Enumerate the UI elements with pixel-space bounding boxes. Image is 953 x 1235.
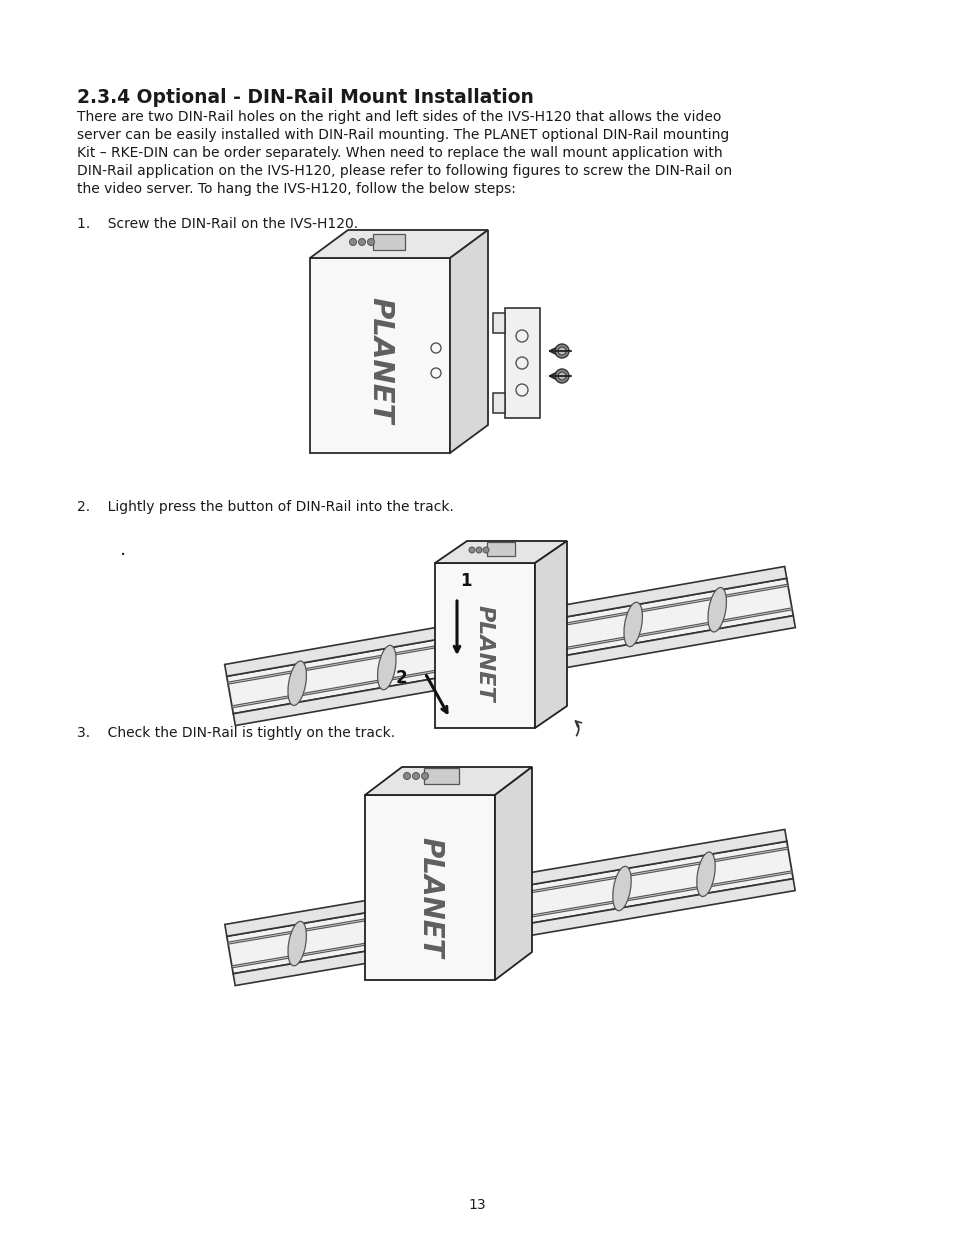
Text: DIN-Rail application on the IVS-H120, please refer to following figures to screw: DIN-Rail application on the IVS-H120, pl… [77,164,731,178]
Polygon shape [435,563,535,727]
Polygon shape [365,795,495,981]
Polygon shape [227,841,792,973]
Polygon shape [493,312,504,333]
Ellipse shape [288,921,306,966]
Circle shape [421,773,428,779]
Text: PLANET: PLANET [475,605,495,701]
Ellipse shape [707,588,725,632]
Ellipse shape [377,646,395,690]
Ellipse shape [372,908,390,952]
Circle shape [476,547,481,553]
Circle shape [367,238,375,246]
Polygon shape [233,879,795,986]
Polygon shape [224,567,786,677]
Circle shape [558,372,565,380]
Circle shape [482,547,489,553]
Text: Kit – RKE-DIN can be order separately. When need to replace the wall mount appli: Kit – RKE-DIN can be order separately. W… [77,146,721,161]
Text: 2.3.4 Optional - DIN-Rail Mount Installation: 2.3.4 Optional - DIN-Rail Mount Installa… [77,88,534,107]
Text: 1.    Screw the DIN-Rail on the IVS-H120.: 1. Screw the DIN-Rail on the IVS-H120. [77,217,357,231]
Circle shape [403,773,410,779]
Polygon shape [450,230,488,453]
Circle shape [555,345,568,358]
Text: PLANET: PLANET [366,296,394,424]
Polygon shape [310,230,488,258]
Ellipse shape [696,852,715,897]
Circle shape [558,347,565,354]
Circle shape [412,773,419,779]
Polygon shape [232,608,791,708]
Polygon shape [232,871,791,968]
Polygon shape [365,767,532,795]
Polygon shape [504,308,539,417]
Text: There are two DIN-Rail holes on the right and left sides of the IVS-H120 that al: There are two DIN-Rail holes on the righ… [77,110,720,124]
Circle shape [358,238,365,246]
Text: 3.    Check the DIN-Rail is tightly on the track.: 3. Check the DIN-Rail is tightly on the … [77,726,395,740]
Circle shape [555,369,568,383]
Text: the video server. To hang the IVS-H120, follow the below steps:: the video server. To hang the IVS-H120, … [77,182,516,196]
Text: 1: 1 [459,572,471,590]
Polygon shape [310,258,450,453]
Ellipse shape [612,866,631,910]
Text: 2: 2 [395,669,407,687]
Circle shape [349,238,356,246]
Polygon shape [233,616,795,725]
Polygon shape [228,584,787,684]
Polygon shape [227,578,793,714]
Bar [486,542,515,556]
Bar [373,233,405,249]
Ellipse shape [623,603,641,647]
Circle shape [469,547,475,553]
Text: .: . [120,540,126,559]
Text: server can be easily installed with DIN-Rail mounting. The PLANET optional DIN-R: server can be easily installed with DIN-… [77,128,728,142]
Text: 2.    Lightly press the button of DIN-Rail into the track.: 2. Lightly press the button of DIN-Rail … [77,500,454,514]
Text: 13: 13 [468,1198,485,1212]
Polygon shape [225,830,786,936]
Bar [423,768,458,784]
Polygon shape [493,393,504,412]
Text: PLANET: PLANET [416,836,443,957]
Polygon shape [535,541,566,727]
Ellipse shape [288,661,306,705]
Polygon shape [228,847,787,944]
Polygon shape [495,767,532,981]
Polygon shape [435,541,566,563]
